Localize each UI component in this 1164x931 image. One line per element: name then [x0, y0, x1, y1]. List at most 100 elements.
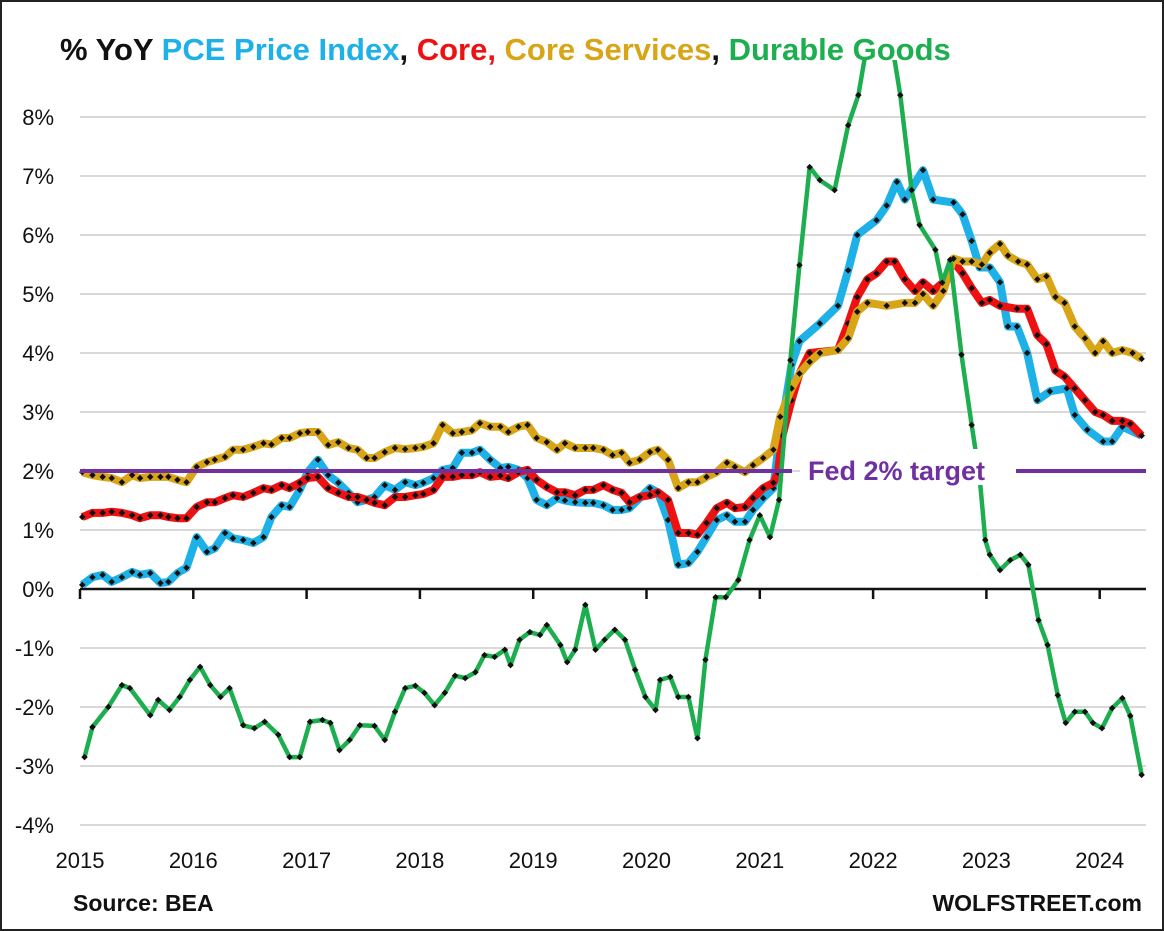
x-tick-label: 2015: [56, 848, 105, 873]
data-point: [897, 91, 904, 99]
data-point: [381, 448, 389, 456]
data-point: [561, 497, 569, 504]
data-point: [713, 504, 720, 512]
data-point: [664, 456, 672, 464]
data-point: [324, 441, 332, 449]
data-point: [600, 481, 607, 489]
fed-target-line: Fed 2% target: [80, 449, 1146, 486]
data-point: [646, 491, 654, 499]
title-part: ,: [399, 32, 416, 67]
data-point: [324, 471, 332, 479]
data-point: [919, 290, 927, 298]
data-point: [589, 444, 597, 452]
data-point: [381, 481, 389, 489]
data-point: [929, 302, 937, 310]
data-point: [278, 501, 285, 509]
x-tick-label: 2021: [735, 848, 784, 873]
y-tick-label: -3%: [15, 754, 54, 779]
title-part: Durable Goods: [729, 32, 951, 67]
data-point: [796, 337, 803, 345]
data-point: [497, 472, 504, 479]
data-point: [268, 486, 275, 494]
data-point: [412, 481, 419, 489]
y-tick-label: 2%: [22, 459, 54, 484]
data-point: [582, 601, 589, 609]
data-point: [618, 449, 625, 456]
data-point: [601, 636, 608, 643]
data-point: [314, 428, 322, 436]
data-point: [306, 718, 314, 726]
data-point: [982, 536, 989, 544]
data-point: [831, 186, 838, 194]
data-point: [609, 506, 616, 514]
data-point: [363, 496, 370, 504]
data-point: [449, 429, 457, 437]
data-point: [636, 493, 643, 501]
title-part: % YoY: [60, 32, 162, 67]
data-point: [901, 299, 909, 307]
data-point: [776, 413, 784, 420]
data-point: [278, 434, 285, 442]
data-point: [853, 231, 861, 239]
data-point: [250, 489, 257, 497]
data-point: [543, 483, 551, 491]
data-point: [250, 443, 257, 451]
x-tick-label: 2020: [622, 848, 671, 873]
data-point: [1004, 323, 1012, 330]
data-point: [401, 478, 409, 486]
data-point: [986, 249, 994, 256]
x-axis: 2015 2016 2017 2018 2019 2020 2021 2022 2023 2024: [56, 587, 1146, 873]
data-point: [420, 443, 427, 451]
data-point: [431, 701, 438, 709]
data-point: [286, 503, 293, 511]
data-point: [741, 503, 749, 511]
data-point: [770, 446, 777, 454]
series-group: [79, 60, 1145, 779]
data-point: [491, 653, 498, 661]
data-point: [722, 594, 730, 601]
data-point: [932, 246, 939, 254]
data-point: [901, 275, 909, 283]
title-part: PCE Price Index: [162, 32, 401, 67]
data-point: [421, 689, 428, 697]
data-point: [674, 484, 682, 492]
data-point: [1013, 305, 1021, 313]
data-point: [674, 693, 682, 701]
data-point: [723, 459, 731, 466]
data-point: [642, 693, 649, 701]
data-point: [946, 256, 954, 264]
data-point: [229, 446, 237, 454]
data-point: [543, 438, 551, 446]
data-point: [929, 196, 937, 203]
data-point: [646, 448, 654, 456]
data-point: [911, 299, 919, 307]
data-point: [336, 746, 343, 754]
x-tick-label: 2024: [1075, 848, 1124, 873]
data-point: [154, 696, 162, 704]
data-point: [268, 441, 275, 448]
data-point: [582, 499, 589, 507]
data-point: [609, 451, 616, 459]
data-point: [221, 494, 229, 502]
data-point: [356, 722, 364, 729]
data-point: [515, 423, 522, 431]
data-point: [929, 287, 937, 295]
data-point: [600, 501, 607, 509]
data-point: [412, 491, 419, 499]
x-tick-label: 2018: [395, 848, 444, 873]
fed-target-label: Fed 2% target: [808, 456, 985, 486]
data-point: [908, 186, 915, 194]
data-point: [749, 494, 757, 502]
x-tick-label: 2016: [169, 848, 218, 873]
data-point: [656, 676, 664, 684]
data-point: [741, 518, 749, 525]
data-point: [978, 261, 986, 268]
data-point: [468, 427, 476, 434]
data-point: [391, 493, 399, 501]
data-point: [391, 708, 399, 715]
data-point: [439, 473, 446, 481]
data-point: [703, 519, 710, 527]
data-point: [183, 564, 190, 572]
x-tick-label: 2019: [509, 848, 558, 873]
data-point: [430, 440, 437, 447]
